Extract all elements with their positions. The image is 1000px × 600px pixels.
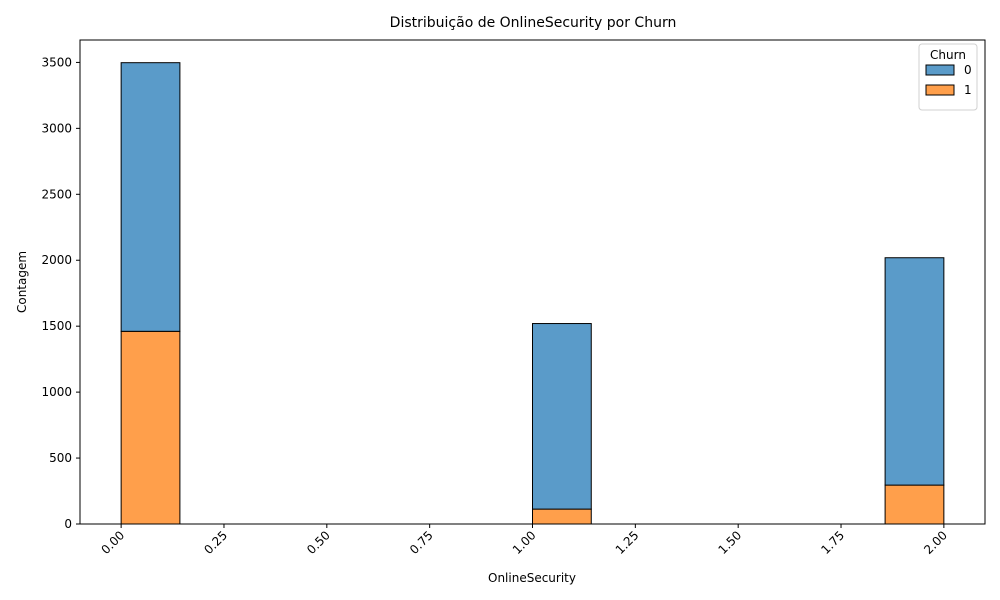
bar-churn-0-bin-0 — [120, 62, 181, 332]
x-tick-label: 2.00 — [921, 528, 950, 557]
x-tick-label: 1.50 — [716, 528, 745, 557]
bar-churn-1-bin-13 — [884, 484, 945, 525]
legend: Churn 0 1 — [918, 43, 978, 111]
y-tick-label: 3500 — [41, 55, 72, 69]
y-tick-label: 1000 — [41, 385, 72, 399]
x-tick-label: 0.50 — [304, 528, 333, 557]
bar-churn-1-bin-7 — [532, 508, 592, 525]
x-tick-label: 0.75 — [407, 528, 436, 557]
y-axis-title: Contagem — [15, 251, 29, 313]
y-tick-label: 500 — [49, 451, 72, 465]
bar-churn-1-bin-0 — [120, 330, 181, 525]
x-tick-label: 1.25 — [613, 528, 642, 557]
legend-title: Churn — [930, 48, 966, 62]
x-axis-ticks: 0.00 0.25 0.50 0.75 1.00 1.25 1.50 1.75 2.00 — [98, 524, 950, 557]
bar-churn-0-bin-7 — [532, 323, 592, 510]
chart-title: Distribuição de OnlineSecurity por Churn — [390, 15, 677, 31]
plot-frame — [79, 39, 986, 525]
x-tick-label: 1.00 — [510, 528, 539, 557]
y-tick-label: 2000 — [41, 253, 72, 267]
y-tick-label: 3000 — [41, 121, 72, 135]
legend-swatch-1 — [925, 84, 955, 96]
y-tick-label: 0 — [64, 517, 72, 531]
x-tick-label: 0.25 — [201, 528, 230, 557]
y-axis-ticks: 0 500 1000 1500 2000 2500 3000 3500 — [41, 55, 80, 531]
legend-label-1: 1 — [964, 83, 972, 97]
bar-churn-0-bin-13 — [884, 257, 945, 486]
legend-label-0: 0 — [964, 63, 972, 77]
legend-swatch-0 — [925, 64, 955, 76]
bars-group — [120, 62, 945, 525]
y-tick-label: 1500 — [41, 319, 72, 333]
x-axis-title: OnlineSecurity — [488, 571, 576, 585]
x-tick-label: 0.00 — [98, 528, 127, 557]
x-tick-label: 1.75 — [818, 528, 847, 557]
y-tick-label: 2500 — [41, 187, 72, 201]
